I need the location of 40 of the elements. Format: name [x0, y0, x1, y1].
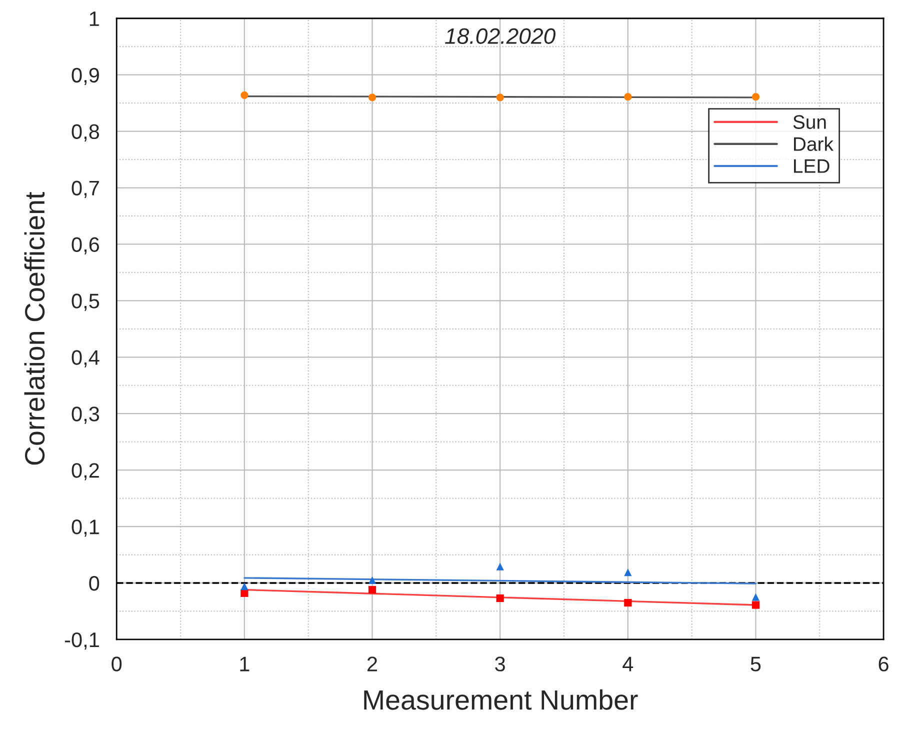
point	[240, 582, 248, 590]
x-tick-label: 6	[878, 656, 888, 672]
y-tick-label: 0,2	[72, 463, 99, 480]
y-tick-label: 0,9	[72, 68, 99, 86]
y-tick-label: 0,6	[72, 237, 100, 254]
y-tick-label: 0	[89, 576, 100, 591]
x-tick-label: 1	[240, 656, 250, 672]
point	[368, 576, 376, 584]
x-tick-label: 0	[112, 656, 122, 672]
y-tick-label: 0,1	[72, 520, 99, 537]
y-tick-label: 0,4	[72, 350, 100, 368]
legend-label: Sun	[793, 115, 826, 129]
y-tick-label: 0,5	[72, 294, 100, 311]
legend-label: LED	[794, 159, 830, 173]
x-tick-label: 2	[368, 656, 378, 672]
chart-title: 18.02.2020	[445, 28, 556, 44]
y-tick-label: 0,7	[72, 180, 99, 198]
point	[752, 93, 760, 101]
point	[496, 94, 504, 102]
x-tick-label: 5	[750, 656, 761, 672]
point	[496, 562, 504, 570]
x-axis-title: Measurement Number	[364, 689, 638, 710]
y-tick-label: 0,3	[72, 406, 100, 424]
y-tick-label: 0,8	[72, 124, 100, 142]
point	[368, 586, 376, 594]
y-tick-label: 1	[90, 12, 99, 26]
point	[624, 598, 632, 607]
y-axis-title: Correlation Coefficient	[24, 192, 45, 465]
point	[368, 94, 376, 102]
point	[624, 568, 632, 576]
point	[752, 601, 760, 609]
point	[624, 93, 632, 101]
x-tick-label: 3	[495, 656, 505, 672]
point	[240, 91, 248, 99]
x-tick-label: 4	[622, 656, 634, 672]
legend-label: Dark	[794, 136, 834, 151]
point	[240, 589, 248, 597]
y-tick-label: -0,1	[64, 632, 99, 650]
point	[752, 593, 760, 601]
point	[496, 594, 504, 602]
